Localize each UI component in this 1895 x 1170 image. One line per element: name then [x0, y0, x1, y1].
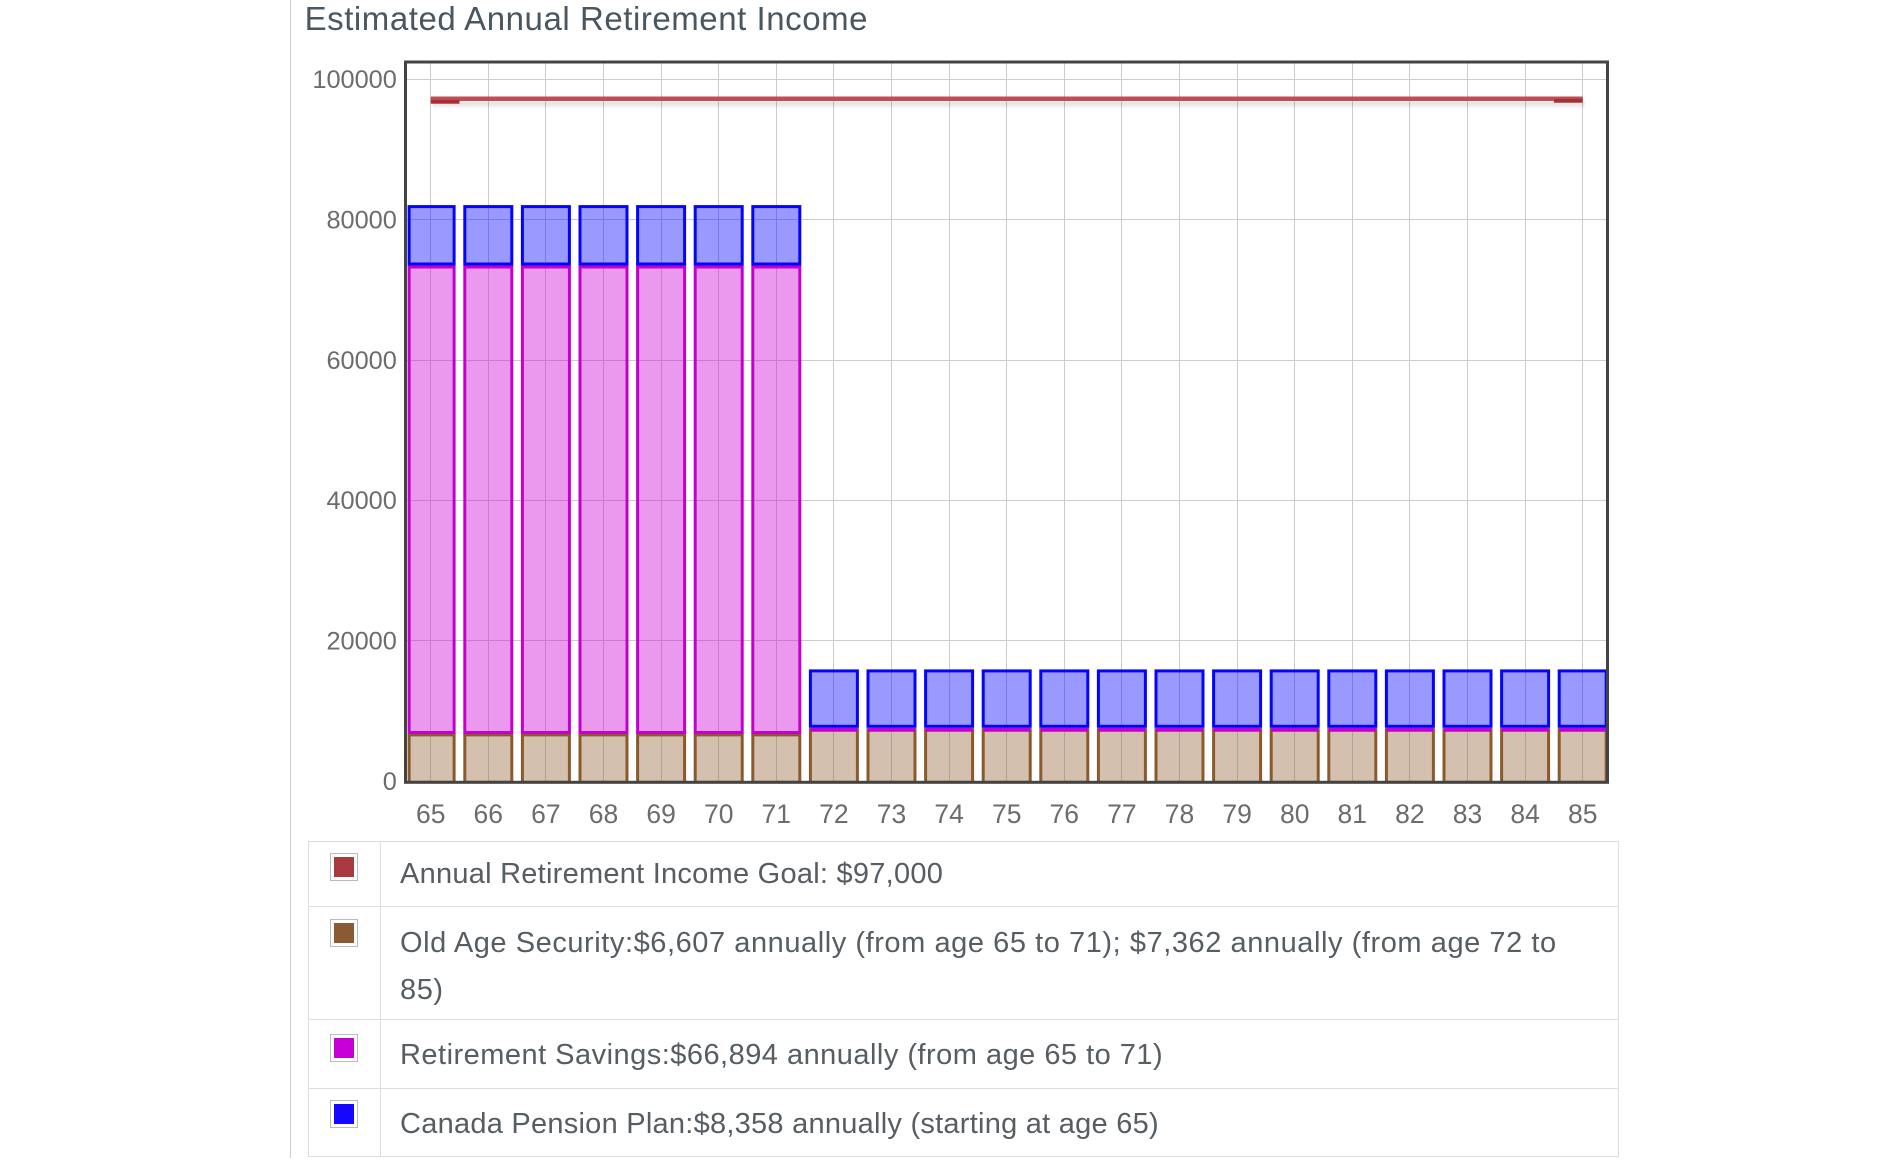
svg-text:60000: 60000	[326, 347, 396, 375]
svg-text:69: 69	[646, 799, 675, 829]
svg-text:70: 70	[704, 799, 733, 829]
svg-text:74: 74	[934, 799, 963, 829]
svg-text:20000: 20000	[326, 628, 396, 656]
svg-text:40000: 40000	[326, 487, 396, 515]
svg-text:79: 79	[1222, 799, 1251, 829]
svg-text:0: 0	[383, 768, 397, 796]
svg-text:78: 78	[1165, 799, 1194, 829]
svg-text:67: 67	[531, 799, 560, 829]
svg-text:83: 83	[1453, 799, 1482, 829]
svg-text:66: 66	[474, 799, 503, 829]
svg-text:82: 82	[1395, 799, 1424, 829]
svg-text:65: 65	[416, 799, 445, 829]
svg-text:68: 68	[589, 799, 618, 829]
svg-text:72: 72	[819, 799, 848, 829]
svg-text:73: 73	[877, 799, 906, 829]
svg-text:77: 77	[1107, 799, 1136, 829]
svg-text:75: 75	[992, 799, 1021, 829]
svg-text:80000: 80000	[326, 206, 396, 234]
svg-text:76: 76	[1050, 799, 1079, 829]
svg-text:85: 85	[1568, 799, 1597, 829]
svg-text:84: 84	[1510, 799, 1539, 829]
svg-text:80: 80	[1280, 799, 1309, 829]
svg-text:81: 81	[1338, 799, 1367, 829]
svg-text:71: 71	[762, 799, 791, 829]
svg-text:100000: 100000	[312, 66, 396, 94]
